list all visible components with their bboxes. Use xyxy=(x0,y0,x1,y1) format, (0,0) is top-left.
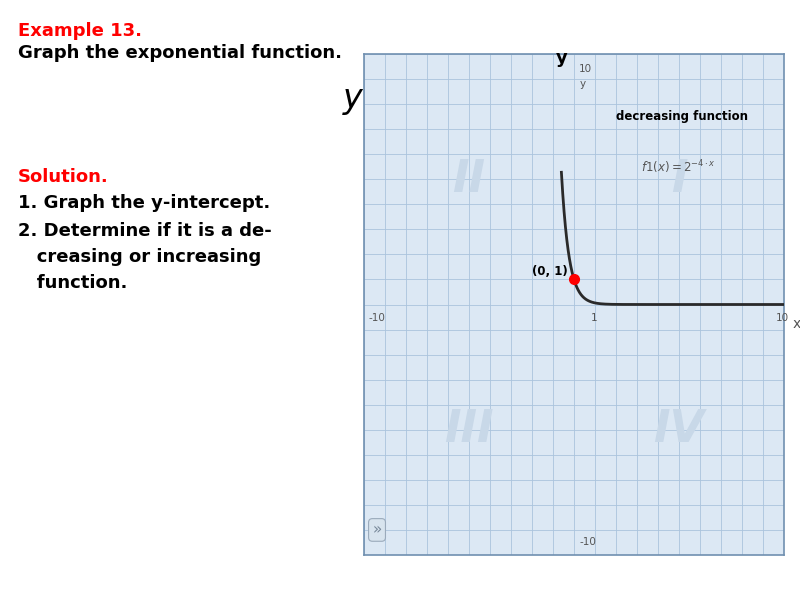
Text: 10: 10 xyxy=(579,64,592,74)
Text: II: II xyxy=(453,158,486,201)
Text: Example 13.: Example 13. xyxy=(18,22,142,40)
Text: -10: -10 xyxy=(368,313,385,323)
Text: I: I xyxy=(670,158,687,201)
Text: function.: function. xyxy=(18,274,127,292)
Text: x: x xyxy=(792,317,800,331)
Text: III: III xyxy=(444,408,494,451)
Text: 10: 10 xyxy=(776,313,789,323)
Text: Graph the exponential function.: Graph the exponential function. xyxy=(18,44,342,62)
Text: IV: IV xyxy=(654,408,705,451)
Text: Solution.: Solution. xyxy=(18,168,109,186)
Text: »: » xyxy=(372,523,382,538)
Text: y: y xyxy=(556,49,568,67)
Text: $\mathbf{2}^{-4\,x}$: $\mathbf{2}^{-4\,x}$ xyxy=(420,84,491,116)
Text: $f1(x)=2^{-4\cdot x}$: $f1(x)=2^{-4\cdot x}$ xyxy=(642,158,716,176)
Text: creasing or increasing: creasing or increasing xyxy=(18,248,262,266)
Text: 1: 1 xyxy=(590,313,598,323)
Text: decreasing function: decreasing function xyxy=(616,110,748,123)
Text: $=$: $=$ xyxy=(375,84,402,111)
Text: -10: -10 xyxy=(579,538,596,547)
Text: 1. Graph the y-intercept.: 1. Graph the y-intercept. xyxy=(18,194,270,212)
Text: $\it{y}$: $\it{y}$ xyxy=(342,84,365,117)
Text: y: y xyxy=(579,79,586,89)
Text: (0, 1): (0, 1) xyxy=(532,265,568,278)
Text: 2. Determine if it is a de-: 2. Determine if it is a de- xyxy=(18,222,272,240)
